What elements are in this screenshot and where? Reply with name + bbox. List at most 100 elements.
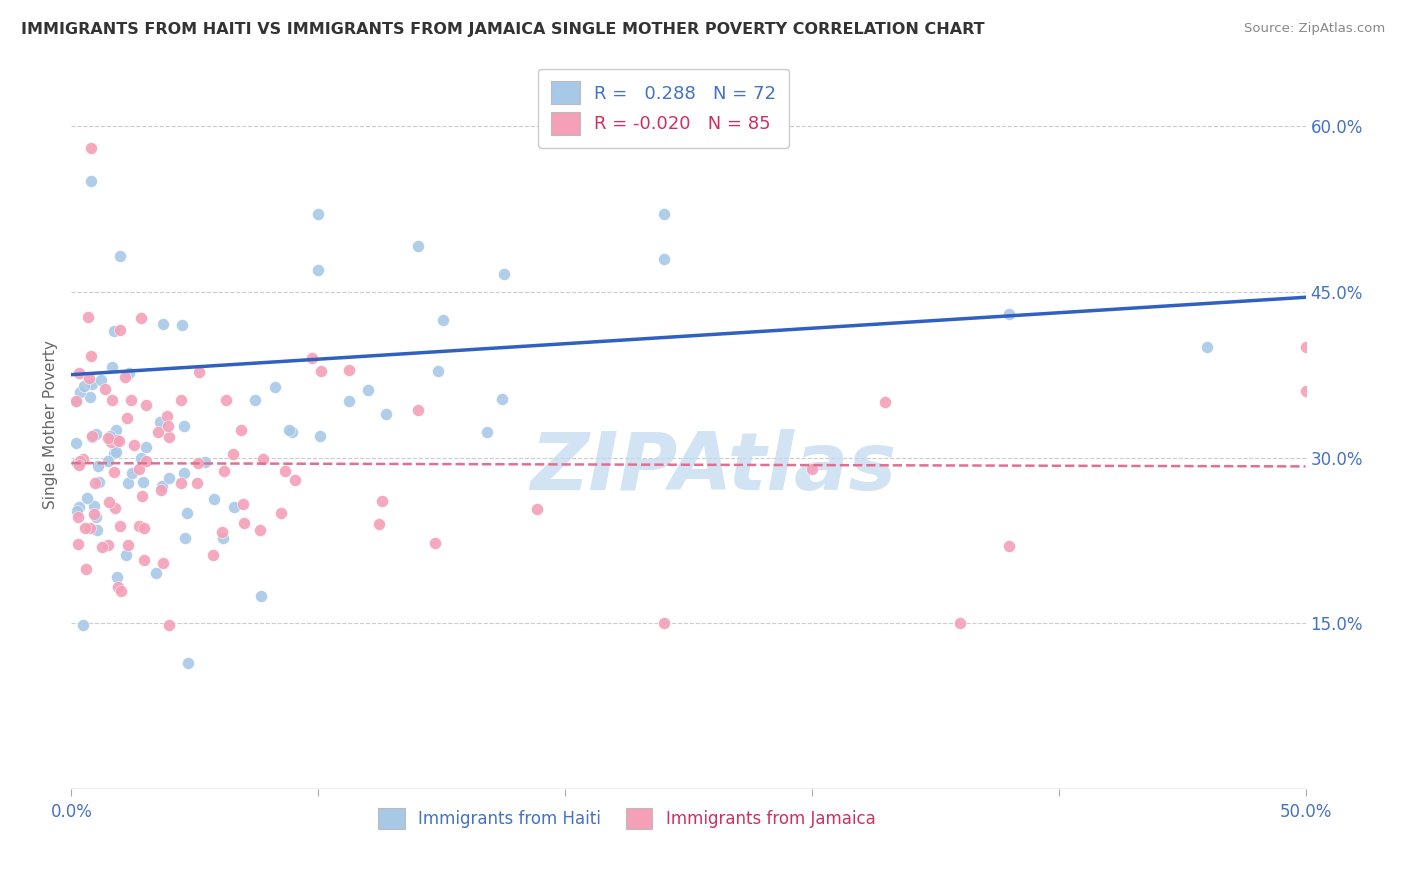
Point — [949, 616, 972, 631]
Point — [79, 521, 101, 535]
Point — [100, 435, 122, 450]
Point — [172, 318, 194, 333]
Point — [118, 366, 141, 380]
Point — [148, 425, 170, 440]
Point — [492, 267, 515, 281]
Point — [67, 500, 90, 514]
Point — [73, 379, 96, 393]
Point — [186, 476, 208, 491]
Point — [156, 409, 179, 424]
Point — [132, 475, 155, 490]
Point — [120, 393, 142, 408]
Point — [114, 370, 136, 384]
Point — [83, 499, 105, 513]
Point — [274, 464, 297, 478]
Point — [97, 431, 120, 445]
Point — [477, 425, 499, 440]
Point — [77, 371, 100, 385]
Point — [270, 506, 292, 520]
Point — [222, 500, 245, 514]
Point — [72, 452, 94, 467]
Point — [86, 510, 108, 524]
Point — [232, 497, 254, 511]
Point — [65, 436, 87, 450]
Point — [1295, 340, 1317, 354]
Point — [194, 455, 217, 469]
Point — [105, 433, 128, 447]
Point — [79, 391, 101, 405]
Point — [202, 549, 225, 563]
Point — [107, 570, 129, 584]
Point — [69, 453, 91, 467]
Point — [132, 521, 155, 535]
Point — [875, 395, 897, 409]
Point — [264, 380, 287, 394]
Point — [66, 537, 89, 551]
Point — [97, 538, 120, 552]
Point — [94, 383, 117, 397]
Point — [86, 523, 108, 537]
Point — [406, 403, 429, 417]
Point — [221, 448, 243, 462]
Point — [652, 616, 675, 631]
Point — [66, 456, 89, 470]
Point — [77, 310, 100, 325]
Point — [90, 373, 112, 387]
Text: IMMIGRANTS FROM HAITI VS IMMIGRANTS FROM JAMAICA SINGLE MOTHER POVERTY CORRELATI: IMMIGRANTS FROM HAITI VS IMMIGRANTS FROM… — [21, 22, 984, 37]
Point — [202, 492, 225, 507]
Point — [72, 618, 94, 632]
Point — [117, 475, 139, 490]
Point — [100, 429, 122, 443]
Point — [69, 384, 91, 399]
Point — [65, 393, 87, 408]
Point — [101, 392, 124, 407]
Point — [278, 423, 301, 437]
Point — [800, 461, 823, 475]
Point — [406, 239, 429, 253]
Point — [91, 540, 114, 554]
Point — [152, 317, 174, 331]
Point — [229, 423, 252, 437]
Point — [337, 393, 360, 408]
Point — [173, 532, 195, 546]
Point — [526, 501, 548, 516]
Point — [170, 475, 193, 490]
Point — [284, 473, 307, 487]
Point — [128, 519, 150, 533]
Point — [308, 429, 330, 443]
Point — [652, 252, 675, 266]
Point — [107, 580, 129, 594]
Point — [80, 174, 103, 188]
Point — [149, 483, 172, 498]
Point — [307, 262, 329, 277]
Point — [427, 364, 450, 378]
Point — [370, 494, 392, 508]
Legend: Immigrants from Haiti, Immigrants from Jamaica: Immigrants from Haiti, Immigrants from J… — [371, 801, 882, 836]
Y-axis label: Single Mother Poverty: Single Mother Poverty — [44, 340, 58, 508]
Point — [108, 434, 131, 448]
Point — [1295, 384, 1317, 399]
Point — [128, 462, 150, 476]
Point — [135, 454, 157, 468]
Point — [367, 516, 389, 531]
Point — [131, 489, 153, 503]
Point — [66, 510, 89, 524]
Point — [301, 351, 323, 366]
Point — [177, 656, 200, 670]
Point — [129, 451, 152, 466]
Point — [87, 475, 110, 489]
Point — [1195, 340, 1218, 354]
Point — [245, 392, 267, 407]
Point — [135, 440, 157, 454]
Point — [103, 446, 125, 460]
Point — [82, 430, 104, 444]
Point — [115, 410, 138, 425]
Point — [157, 617, 180, 632]
Point — [250, 590, 273, 604]
Point — [187, 365, 209, 379]
Point — [110, 584, 132, 599]
Text: ZIPAtlas: ZIPAtlas — [530, 429, 896, 508]
Point — [432, 313, 454, 327]
Point — [156, 418, 179, 433]
Point — [491, 392, 513, 406]
